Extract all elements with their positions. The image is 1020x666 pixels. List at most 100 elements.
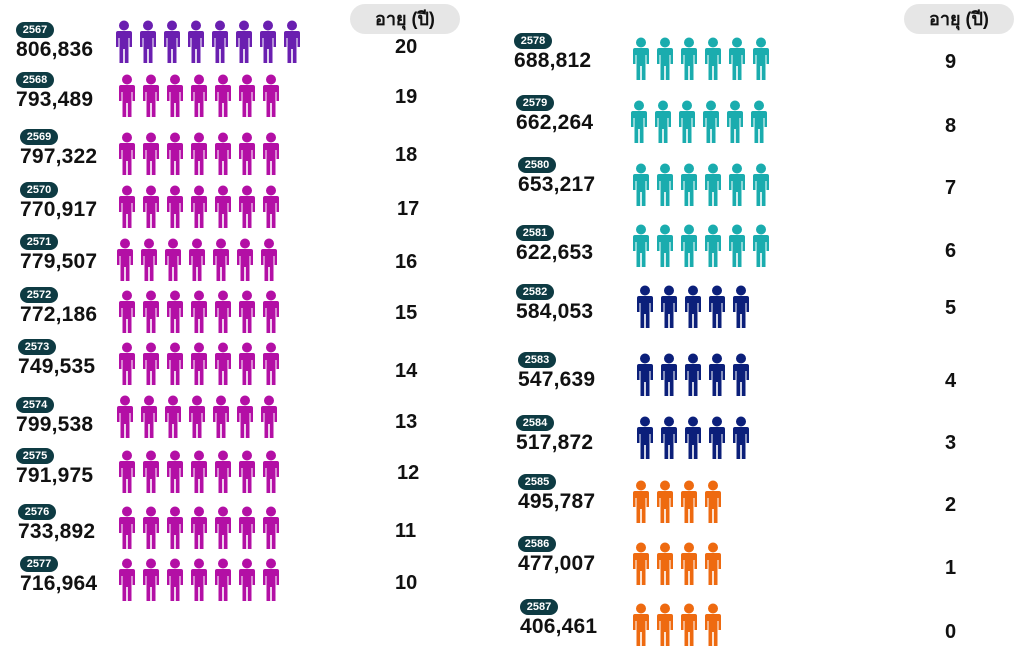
person-icon-group [116,290,282,334]
age-header-right: อายุ (ปี) [904,4,1014,34]
person-icon-group [634,416,752,460]
person-icon-group [113,20,303,64]
person-icon [164,74,186,118]
person-icon [652,100,674,144]
population-value: 779,507 [20,250,98,273]
age-value: 10 [395,572,418,594]
age-value: 2 [945,494,957,516]
person-icon [212,290,234,334]
year-badge: 2578 [514,33,552,49]
year-badge: 2577 [20,556,58,572]
age-value: 1 [945,557,957,579]
person-icon [702,224,724,268]
person-icon [726,37,748,81]
person-icon [236,185,258,229]
year-badge: 2568 [16,72,54,88]
person-icon [212,74,234,118]
population-value: 622,653 [516,241,594,264]
year-badge: 2583 [518,352,556,368]
person-icon [260,74,282,118]
person-icon [188,290,210,334]
person-icon [186,238,208,282]
person-icon [164,290,186,334]
person-icon [188,558,210,602]
person-icon [281,20,303,64]
person-icon [702,603,724,647]
population-value: 770,917 [20,198,98,221]
person-icon [212,132,234,176]
year-badge: 2575 [16,448,54,464]
year-badge: 2576 [18,504,56,520]
person-icon [630,37,652,81]
person-icon [654,224,676,268]
person-icon-group [630,542,724,586]
person-icon [212,506,234,550]
person-icon [654,480,676,524]
population-value: 799,538 [16,413,94,436]
person-icon [702,480,724,524]
year-badge: 2584 [516,415,554,431]
person-icon-group [634,353,752,397]
person-icon [140,132,162,176]
person-icon [188,74,210,118]
person-icon [114,238,136,282]
person-icon [682,285,704,329]
person-icon-group [116,74,282,118]
population-value: 584,053 [516,300,594,323]
person-icon [116,132,138,176]
person-icon-group [116,558,282,602]
person-icon [212,450,234,494]
person-icon [678,224,700,268]
person-icon [726,224,748,268]
person-icon [257,20,279,64]
age-value: 15 [395,302,418,324]
year-badge: 2572 [20,287,58,303]
population-value: 547,639 [518,368,596,391]
person-icon [233,20,255,64]
population-value: 791,975 [16,464,94,487]
person-icon [162,238,184,282]
person-icon [138,238,160,282]
age-value: 11 [395,520,417,542]
person-icon-group [116,450,282,494]
year-badge: 2586 [518,536,556,552]
age-value: 12 [397,462,420,484]
population-value: 733,892 [18,520,96,543]
population-value: 797,322 [20,145,98,168]
person-icon [138,395,160,439]
age-value: 14 [395,360,418,382]
age-value: 8 [945,115,957,137]
age-value: 13 [395,411,418,433]
person-icon-group [114,238,280,282]
person-icon [702,163,724,207]
person-icon [750,163,772,207]
person-icon [634,285,656,329]
person-icon [702,542,724,586]
person-icon-group [630,224,772,268]
age-value: 20 [395,36,418,58]
population-value: 495,787 [518,490,596,513]
year-badge: 2579 [516,95,554,111]
year-badge: 2570 [20,182,58,198]
person-icon [730,353,752,397]
person-icon [676,100,698,144]
age-value: 9 [945,51,957,73]
person-icon [630,542,652,586]
person-icon [730,416,752,460]
person-icon [116,506,138,550]
year-badge: 2574 [16,397,54,413]
person-icon-group [634,285,752,329]
person-icon [634,353,656,397]
population-value: 662,264 [516,111,594,134]
population-value: 772,186 [20,303,98,326]
person-icon [210,238,232,282]
person-icon [678,603,700,647]
person-icon [700,100,722,144]
person-icon-group [116,132,282,176]
person-icon [260,450,282,494]
year-badge: 2582 [516,284,554,300]
person-icon [164,558,186,602]
person-icon [236,132,258,176]
person-icon [162,395,184,439]
person-icon [628,100,650,144]
